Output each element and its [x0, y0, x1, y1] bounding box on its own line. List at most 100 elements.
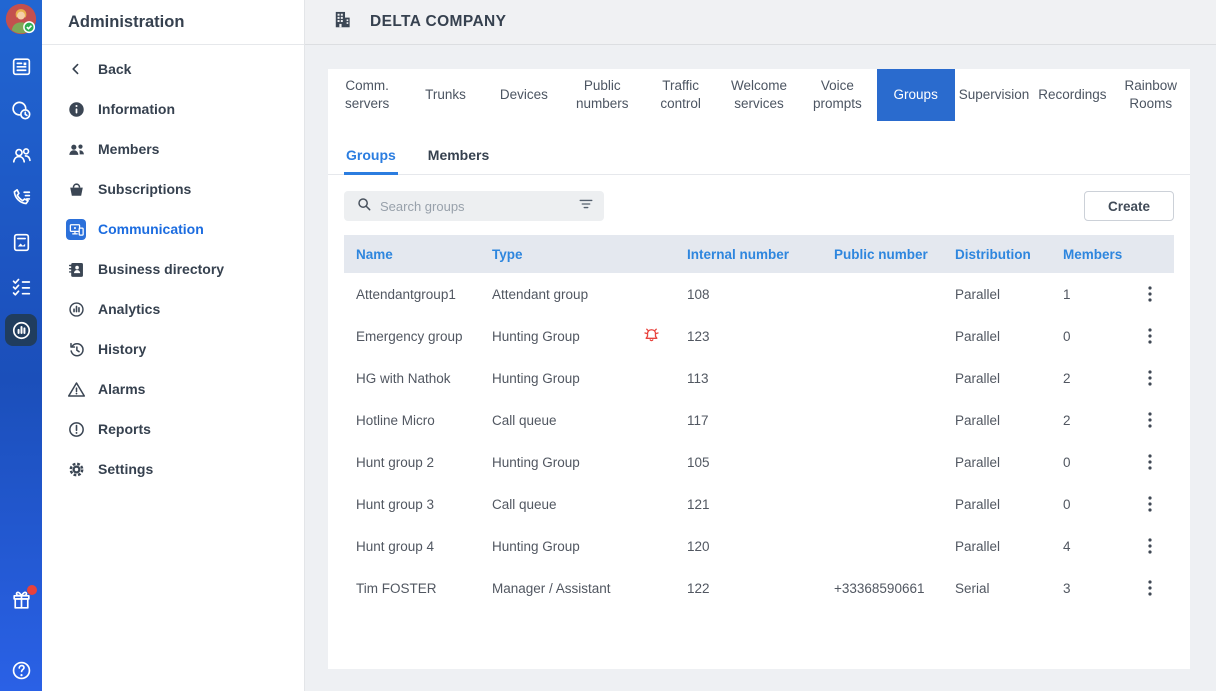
row-menu-button[interactable]: [1138, 450, 1162, 474]
members-count: 4: [1063, 538, 1071, 554]
internal-number: 108: [687, 286, 710, 302]
sidebar-item-label: History: [98, 341, 147, 357]
sidebar-item-alarms[interactable]: Alarms: [42, 369, 304, 409]
table-row[interactable]: Hotline Micro Call queue 117 Parallel 2: [344, 399, 1174, 441]
row-menu-button[interactable]: [1138, 324, 1162, 348]
table-row[interactable]: Attendantgroup1 Attendant group 108 Para…: [344, 273, 1174, 315]
company-tab[interactable]: Comm. servers: [328, 69, 406, 121]
filter-icon[interactable]: [578, 196, 594, 217]
table-header-row: Name Type Internal number Public number …: [344, 235, 1174, 273]
company-tab[interactable]: Devices: [485, 69, 563, 121]
kebab-icon: [1148, 538, 1152, 554]
row-menu-button[interactable]: [1138, 366, 1162, 390]
kebab-icon: [1148, 454, 1152, 470]
company-tab[interactable]: Rainbow Rooms: [1112, 69, 1190, 121]
column-header-name[interactable]: Name: [356, 246, 393, 262]
sidebar-item-communication[interactable]: Communication: [42, 209, 304, 249]
group-type: Hunting Group: [492, 538, 580, 554]
basket-icon: [66, 179, 86, 199]
subtab-members[interactable]: Members: [427, 147, 490, 163]
alarm-cell: [642, 325, 687, 347]
internal-number: 105: [687, 454, 710, 470]
subtab-groups[interactable]: Groups: [344, 143, 398, 175]
help-icon[interactable]: [8, 657, 34, 683]
gift-icon[interactable]: [8, 585, 37, 613]
sidebar-item-subscriptions[interactable]: Subscriptions: [42, 169, 304, 209]
company-tab[interactable]: Recordings: [1033, 69, 1111, 121]
column-header-type[interactable]: Type: [492, 246, 523, 262]
groups-table: Name Type Internal number Public number …: [344, 235, 1174, 609]
call-history-icon[interactable]: [8, 97, 34, 123]
distribution: Parallel: [955, 370, 1001, 386]
distribution: Serial: [955, 580, 990, 596]
tab-label: Rainbow Rooms: [1124, 77, 1178, 111]
group-name: Hunt group 4: [356, 538, 435, 554]
analytics-rail-icon[interactable]: [5, 314, 37, 346]
company-header: DELTA COMPANY: [305, 0, 1216, 45]
column-header-distribution[interactable]: Distribution: [955, 246, 1031, 262]
table-body: Attendantgroup1 Attendant group 108 Para…: [344, 273, 1174, 609]
sidebar-item-business-directory[interactable]: Business directory: [42, 249, 304, 289]
documents-icon[interactable]: [8, 229, 34, 255]
company-tab[interactable]: Trunks: [406, 69, 484, 121]
table-row[interactable]: Hunt group 4 Hunting Group 120 Parallel …: [344, 525, 1174, 567]
communication-icon: [66, 218, 86, 240]
news-icon[interactable]: [8, 53, 34, 79]
tasks-checklist-icon[interactable]: [8, 273, 34, 299]
tab-label: Recordings: [1038, 86, 1107, 102]
company-tab[interactable]: Welcome services: [720, 69, 798, 121]
kebab-icon: [1148, 286, 1152, 302]
column-header-internal[interactable]: Internal number: [687, 246, 790, 262]
sidebar-item-label: Analytics: [98, 301, 161, 317]
sidebar-item-label: Subscriptions: [98, 181, 192, 197]
row-menu-button[interactable]: [1138, 576, 1162, 600]
tab-label: Trunks: [425, 86, 466, 102]
table-row[interactable]: Hunt group 3 Call queue 121 Parallel 0: [344, 483, 1174, 525]
row-menu-button[interactable]: [1138, 282, 1162, 306]
members-group-icon[interactable]: [8, 141, 34, 167]
members-count: 2: [1063, 370, 1071, 386]
members-count: 2: [1063, 412, 1071, 428]
back-button[interactable]: Back: [42, 49, 304, 89]
kebab-icon: [1148, 328, 1152, 344]
groups-toolbar: Create: [344, 191, 1174, 221]
row-menu-button[interactable]: [1138, 408, 1162, 432]
sidebar-item-history[interactable]: History: [42, 329, 304, 369]
company-tab[interactable]: Public numbers: [563, 69, 641, 121]
call-log-icon[interactable]: [8, 185, 34, 211]
sidebar-item-reports[interactable]: Reports: [42, 409, 304, 449]
sidebar-item-members[interactable]: Members: [42, 129, 304, 169]
column-header-members[interactable]: Members: [1063, 246, 1123, 262]
table-row[interactable]: Hunt group 2 Hunting Group 105 Parallel …: [344, 441, 1174, 483]
distribution: Parallel: [955, 328, 1001, 344]
search-box[interactable]: [344, 191, 604, 221]
company-tab[interactable]: Traffic control: [641, 69, 719, 121]
table-row[interactable]: Tim FOSTER Manager / Assistant 122 +3336…: [344, 567, 1174, 609]
tab-label: Traffic control: [660, 77, 701, 111]
kebab-icon: [1148, 496, 1152, 512]
internal-number: 113: [687, 370, 709, 386]
sidebar-item-analytics[interactable]: Analytics: [42, 289, 304, 329]
search-icon: [356, 196, 372, 217]
row-menu-button[interactable]: [1138, 492, 1162, 516]
user-avatar[interactable]: [5, 3, 37, 35]
table-row[interactable]: Emergency group Hunting Group 123 Parall…: [344, 315, 1174, 357]
sidebar-item-settings[interactable]: Settings: [42, 449, 304, 489]
column-header-public[interactable]: Public number: [834, 246, 928, 262]
group-type: Hunting Group: [492, 370, 580, 386]
company-tab[interactable]: Voice prompts: [798, 69, 876, 121]
table-row[interactable]: HG with Nathok Hunting Group 113 Paralle…: [344, 357, 1174, 399]
group-type: Call queue: [492, 496, 557, 512]
groups-card: Comm. servers Trunks Devices Public numb…: [328, 69, 1190, 669]
chevron-left-icon: [66, 59, 86, 79]
main-area: DELTA COMPANY Comm. servers Trunks Devic…: [305, 0, 1216, 691]
group-name: Attendantgroup1: [356, 286, 456, 302]
company-tab[interactable]: Supervision: [955, 69, 1033, 121]
company-tab[interactable]: Groups: [876, 69, 955, 121]
create-button[interactable]: Create: [1083, 191, 1174, 221]
app-rail: [0, 0, 42, 691]
group-type: Call queue: [492, 412, 557, 428]
sidebar-item-information[interactable]: Information: [42, 89, 304, 129]
search-input[interactable]: [380, 198, 570, 214]
row-menu-button[interactable]: [1138, 534, 1162, 558]
